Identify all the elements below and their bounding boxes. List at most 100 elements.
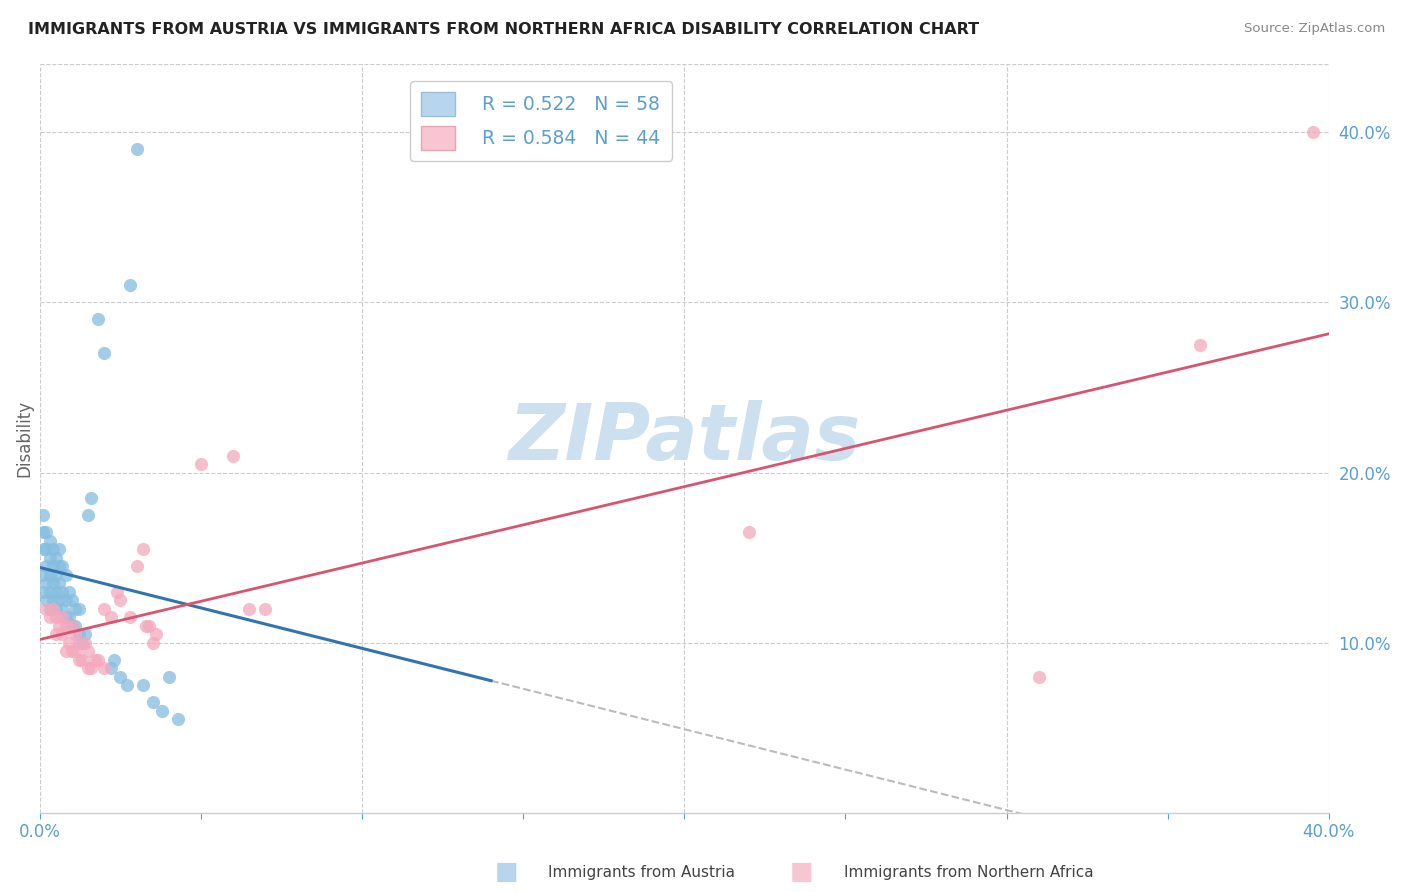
Point bbox=[38, 584, 60, 599]
Point bbox=[55, 610, 77, 624]
Point bbox=[58, 610, 80, 624]
Point bbox=[93, 601, 115, 615]
Point bbox=[32, 525, 55, 540]
Point bbox=[42, 576, 65, 591]
Point bbox=[73, 627, 96, 641]
Point bbox=[110, 593, 132, 607]
Point bbox=[1302, 125, 1324, 139]
Point bbox=[67, 653, 90, 667]
Point bbox=[167, 712, 190, 726]
Text: Source: ZipAtlas.com: Source: ZipAtlas.com bbox=[1244, 22, 1385, 36]
Point bbox=[51, 627, 73, 641]
Point bbox=[58, 584, 80, 599]
Point bbox=[48, 576, 70, 591]
Point bbox=[77, 644, 100, 658]
Point bbox=[238, 601, 260, 615]
Point bbox=[45, 601, 67, 615]
Point bbox=[80, 491, 103, 505]
Point bbox=[115, 678, 138, 692]
Point bbox=[48, 593, 70, 607]
Point bbox=[60, 644, 83, 658]
Point bbox=[80, 661, 103, 675]
Point bbox=[38, 601, 60, 615]
Point bbox=[35, 601, 58, 615]
Point bbox=[77, 508, 100, 522]
Point bbox=[42, 559, 65, 574]
Point bbox=[55, 618, 77, 632]
Point bbox=[32, 584, 55, 599]
Point bbox=[55, 567, 77, 582]
Legend:   R = 0.522   N = 58,   R = 0.584   N = 44: R = 0.522 N = 58, R = 0.584 N = 44 bbox=[411, 81, 672, 161]
Point bbox=[45, 550, 67, 565]
Point bbox=[738, 525, 761, 540]
Point bbox=[60, 593, 83, 607]
Point bbox=[45, 567, 67, 582]
Point bbox=[38, 610, 60, 624]
Point bbox=[77, 661, 100, 675]
Point bbox=[87, 653, 110, 667]
Point bbox=[93, 661, 115, 675]
Point bbox=[51, 584, 73, 599]
Point bbox=[35, 593, 58, 607]
Point bbox=[157, 670, 180, 684]
Point bbox=[120, 610, 142, 624]
Point bbox=[67, 636, 90, 650]
Point bbox=[100, 661, 122, 675]
Point bbox=[51, 610, 73, 624]
Point bbox=[38, 567, 60, 582]
Text: ZIPatlas: ZIPatlas bbox=[508, 401, 860, 476]
Point bbox=[138, 618, 160, 632]
Point bbox=[83, 653, 105, 667]
Point bbox=[145, 627, 167, 641]
Point bbox=[38, 550, 60, 565]
Point bbox=[132, 678, 155, 692]
Point bbox=[73, 636, 96, 650]
Point bbox=[65, 618, 87, 632]
Point bbox=[142, 636, 165, 650]
Point bbox=[120, 278, 142, 293]
Point bbox=[60, 618, 83, 632]
Point bbox=[32, 542, 55, 557]
Point bbox=[222, 449, 245, 463]
Point bbox=[65, 644, 87, 658]
Point bbox=[100, 610, 122, 624]
Point bbox=[32, 508, 55, 522]
Point bbox=[254, 601, 277, 615]
Point bbox=[45, 610, 67, 624]
Point bbox=[93, 346, 115, 360]
Point bbox=[110, 670, 132, 684]
Point bbox=[70, 653, 93, 667]
Point bbox=[60, 618, 83, 632]
Point bbox=[32, 567, 55, 582]
Text: Immigrants from Northern Africa: Immigrants from Northern Africa bbox=[844, 865, 1094, 880]
Point bbox=[35, 559, 58, 574]
Point bbox=[45, 584, 67, 599]
Point bbox=[150, 704, 173, 718]
Point bbox=[38, 533, 60, 548]
Text: ■: ■ bbox=[790, 861, 813, 884]
Point bbox=[87, 312, 110, 326]
Point bbox=[51, 601, 73, 615]
Point bbox=[1188, 338, 1211, 352]
Text: Immigrants from Austria: Immigrants from Austria bbox=[548, 865, 735, 880]
Point bbox=[42, 593, 65, 607]
Point bbox=[125, 559, 148, 574]
Point bbox=[67, 601, 90, 615]
Point bbox=[135, 618, 157, 632]
Point bbox=[67, 627, 90, 641]
Point bbox=[35, 542, 58, 557]
Point bbox=[48, 542, 70, 557]
Point bbox=[55, 593, 77, 607]
Point bbox=[132, 542, 155, 557]
Point bbox=[65, 627, 87, 641]
Point bbox=[48, 618, 70, 632]
Point bbox=[142, 695, 165, 709]
Text: IMMIGRANTS FROM AUSTRIA VS IMMIGRANTS FROM NORTHERN AFRICA DISABILITY CORRELATIO: IMMIGRANTS FROM AUSTRIA VS IMMIGRANTS FR… bbox=[28, 22, 979, 37]
Point bbox=[45, 627, 67, 641]
Point bbox=[190, 457, 212, 471]
Point bbox=[125, 142, 148, 156]
Point bbox=[35, 576, 58, 591]
Point bbox=[51, 559, 73, 574]
Point bbox=[65, 601, 87, 615]
Point bbox=[48, 559, 70, 574]
